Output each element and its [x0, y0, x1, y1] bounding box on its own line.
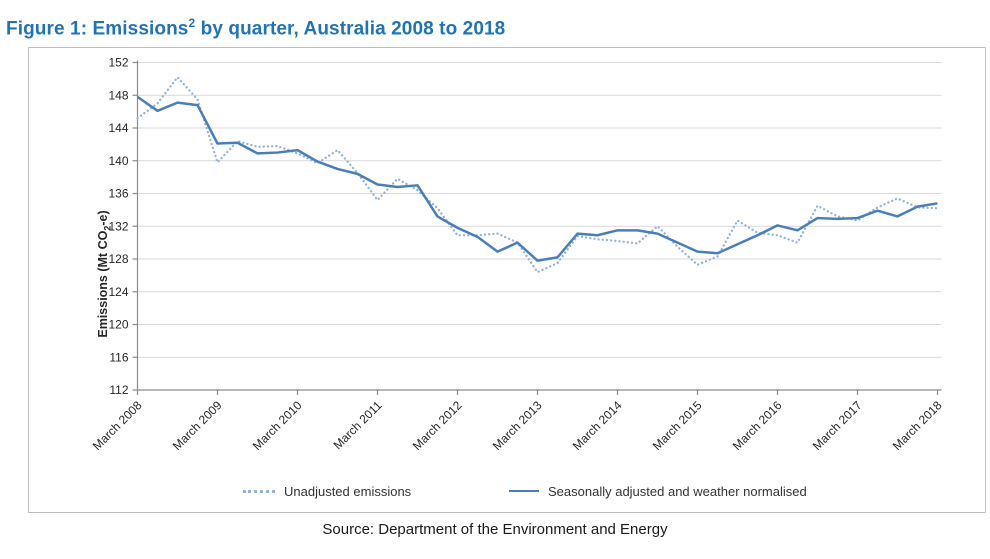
chart-frame: Emissions (Mt CO2-e) [28, 47, 986, 513]
series-seasonally-adjusted-and-weather-normalised [136, 95, 938, 262]
x-tick-label: March 2013 [490, 398, 545, 453]
figure-title-superscript: 2 [188, 15, 196, 30]
y-tick-label: 136 [108, 187, 128, 201]
legend-marker-dotted-line [243, 489, 275, 493]
y-tick-labels: 112 116 120 124 128 132 136 140 144 148 152 [108, 56, 128, 398]
x-tick-label: March 2010 [250, 398, 305, 453]
figure-title: Figure 1: Emissions2 by quarter, Austral… [6, 16, 505, 40]
x-tick-label: March 2008 [90, 398, 145, 453]
series-unadjusted-emissions [136, 76, 939, 274]
x-tick-label: March 2015 [650, 398, 705, 453]
x-tick-label: March 2014 [570, 398, 625, 453]
x-tick-label: March 2016 [730, 398, 785, 453]
y-tick-label: 116 [109, 350, 128, 364]
legend-item-unadjusted: Unadjusted emissions [243, 482, 411, 500]
y-tick-label: 140 [108, 154, 128, 168]
figure-title-prefix: Figure 1: Emissions [6, 18, 189, 40]
y-gridlines [137, 62, 942, 358]
y-tick-label: 132 [108, 219, 128, 233]
x-tick-label: March 2011 [331, 398, 385, 452]
x-tick-label: March 2009 [170, 398, 225, 453]
y-tick-label: 128 [108, 252, 128, 266]
figure-title-suffix: by quarter, Australia 2008 to 2018 [195, 18, 506, 40]
legend-marker-solid-line [509, 489, 539, 493]
y-tick-label: 144 [108, 121, 128, 135]
source-note: Source: Department of the Environment an… [322, 521, 668, 538]
legend-label-seasonally-adjusted: Seasonally adjusted and weather normalis… [548, 483, 807, 499]
y-tick-label: 112 [109, 383, 128, 397]
axes [132, 60, 942, 395]
y-tick-label: 124 [108, 285, 128, 299]
x-tick-label: March 2018 [890, 398, 945, 453]
y-tick-label: 152 [108, 56, 128, 70]
x-tick-label: March 2017 [810, 398, 865, 453]
x-tick-label: March 2012 [410, 398, 465, 453]
y-tick-label: 148 [108, 88, 128, 102]
legend-item-seasonally-adjusted: Seasonally adjusted and weather normalis… [509, 482, 807, 500]
x-tick-labels: March 2008 March 2009 March 2010 March 2011… [90, 398, 945, 453]
legend-label-unadjusted: Unadjusted emissions [284, 483, 412, 499]
y-tick-label: 120 [108, 318, 128, 332]
